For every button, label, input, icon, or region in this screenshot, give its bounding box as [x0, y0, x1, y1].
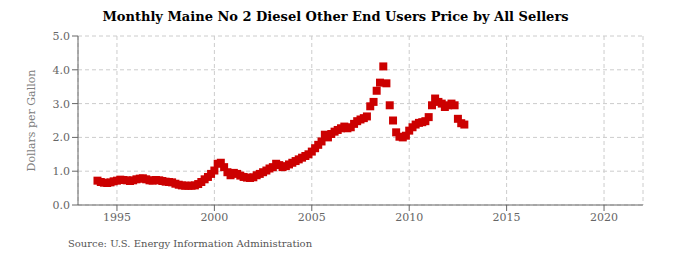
- svg-text:0.0: 0.0: [53, 199, 71, 212]
- svg-text:1995: 1995: [103, 211, 131, 224]
- html-text:Monthly Maine No 2 Diesel Othe: Monthly Maine No 2 Diesel Other End User…: [102, 9, 569, 24]
- svg-text:2010: 2010: [395, 211, 423, 224]
- svg-text:5.0: 5.0: [53, 30, 71, 43]
- svg-text:2015: 2015: [493, 211, 521, 224]
- svg-text:2000: 2000: [200, 211, 228, 224]
- svg-text:2020: 2020: [590, 211, 618, 224]
- svg-text:Dollars per Gallon: Dollars per Gallon: [25, 70, 38, 172]
- svg-text:1.0: 1.0: [53, 165, 71, 178]
- svg-text:4.0: 4.0: [53, 64, 71, 77]
- html-text:Source: U.S. Energy Informatio: Source: U.S. Energy Information Administ…: [68, 238, 313, 249]
- svg-text:2005: 2005: [298, 211, 326, 224]
- svg-text:2.0: 2.0: [53, 131, 71, 144]
- svg-text:3.0: 3.0: [53, 98, 71, 111]
